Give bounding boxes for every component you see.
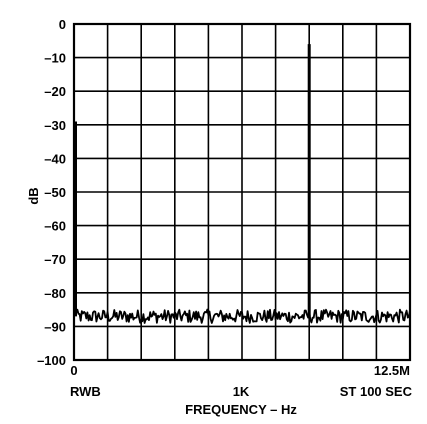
y-tick-label: –10: [44, 51, 66, 66]
sweep-time-label: ST 100 SEC: [340, 384, 413, 399]
x-axis-title: FREQUENCY – Hz: [185, 402, 297, 417]
x-tick-label-left: 0: [70, 363, 77, 378]
y-tick-label: –70: [44, 252, 66, 267]
plot-border: [72, 22, 412, 362]
y-axis-title: dB: [26, 187, 41, 204]
y-tick-label: –80: [44, 286, 66, 301]
y-tick-label: –20: [44, 84, 66, 99]
plot-frame: [72, 22, 412, 362]
rwb-label: RWB: [70, 384, 101, 399]
center-frequency-label: 1K: [233, 384, 250, 399]
x-tick-label-right: 12.5M: [374, 363, 410, 378]
chart-grid: [74, 24, 410, 360]
y-tick-label: –50: [44, 185, 66, 200]
y-tick-label: –30: [44, 118, 66, 133]
y-tick-label: –60: [44, 219, 66, 234]
y-tick-labels: 0 –10 –20 –30 –40 –50 –60 –70 –80 –90 –100: [37, 17, 66, 368]
y-tick-label: –90: [44, 319, 66, 334]
y-tick-label: –40: [44, 151, 66, 166]
noise-floor-trace: [73, 305, 411, 324]
spectrum-trace-group: [73, 44, 411, 324]
y-tick-label: 0: [59, 17, 66, 32]
y-tick-label: –100: [37, 353, 66, 368]
